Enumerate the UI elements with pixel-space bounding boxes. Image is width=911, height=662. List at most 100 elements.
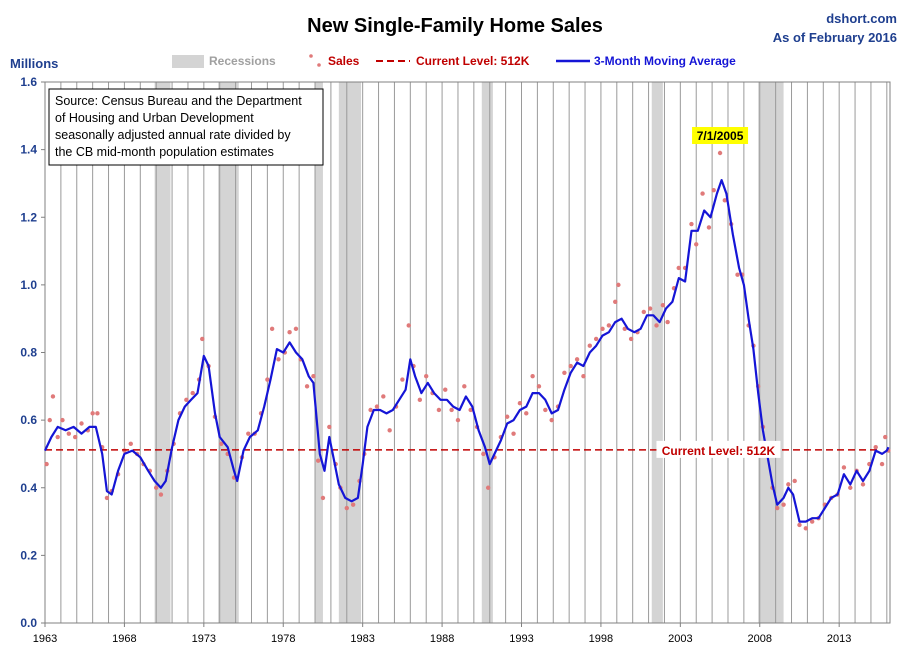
sales-point bbox=[660, 302, 666, 308]
x-tick-label: 1983 bbox=[350, 633, 374, 645]
sales-point bbox=[536, 384, 542, 389]
x-tick-label: 1973 bbox=[192, 633, 216, 645]
recession-band bbox=[315, 82, 323, 623]
sales-point bbox=[700, 191, 705, 196]
sales-point bbox=[60, 417, 65, 423]
y-tick-label: 1.6 bbox=[20, 75, 37, 89]
sales-point bbox=[694, 242, 699, 247]
recession-band bbox=[651, 82, 663, 623]
sales-point bbox=[55, 434, 60, 440]
peak-label-highlight bbox=[692, 127, 749, 145]
x-tick-label: 2008 bbox=[748, 633, 772, 645]
y-tick-label: 0.2 bbox=[20, 548, 37, 562]
chart-title: New Single-Family Home Sales bbox=[307, 15, 603, 37]
sales-point bbox=[647, 306, 653, 311]
sales-point bbox=[860, 482, 866, 487]
sales-point bbox=[95, 411, 100, 416]
x-tick-label: 2013 bbox=[827, 633, 851, 645]
sales-point bbox=[797, 522, 802, 528]
recession-band bbox=[481, 82, 493, 623]
y-axis-ticks: 0.0 0.2 0.4 0.6 0.8 1.0 1.2 1.4 1.6 bbox=[20, 75, 45, 630]
sales-point bbox=[287, 330, 292, 335]
legend-sales-label: Sales bbox=[328, 54, 360, 68]
x-tick-label: 1963 bbox=[33, 633, 57, 645]
sales-point bbox=[400, 377, 405, 382]
x-tick-label: 1993 bbox=[509, 633, 533, 645]
sales-point bbox=[485, 485, 491, 490]
sales-point bbox=[436, 407, 442, 413]
grid-lines bbox=[60, 82, 888, 623]
source-note-line-4: the CB mid-month population estimates bbox=[55, 145, 274, 159]
x-tick-label: 1998 bbox=[589, 633, 613, 645]
sales-point bbox=[79, 421, 84, 426]
sales-point bbox=[44, 461, 49, 467]
sales-point bbox=[200, 336, 205, 342]
sales-point bbox=[327, 424, 332, 430]
sales-point bbox=[622, 326, 627, 332]
current-level-label-bg bbox=[656, 440, 781, 458]
sales-point bbox=[809, 519, 815, 524]
y-axis-label: Millions bbox=[10, 56, 58, 71]
sales-point bbox=[104, 495, 110, 501]
sales-point bbox=[735, 272, 740, 277]
sales-point bbox=[158, 492, 164, 497]
source-note-box bbox=[48, 88, 324, 166]
sales-point bbox=[246, 431, 251, 436]
sales-point bbox=[443, 387, 448, 392]
sales-point bbox=[276, 357, 281, 362]
x-axis-ticks: 1963 1968 1973 1978 1983 1988 1993 1998 2003 2008… bbox=[33, 623, 851, 645]
sales-point bbox=[190, 390, 195, 396]
legend-sales-dot-1 bbox=[309, 54, 313, 58]
y-tick-label: 0.6 bbox=[20, 413, 37, 427]
sales-point bbox=[293, 326, 299, 332]
moving-average-line bbox=[44, 179, 890, 523]
x-tick-label: 2003 bbox=[668, 633, 692, 645]
source-note-line-2: of Housing and Urban Development bbox=[55, 111, 254, 125]
sales-point bbox=[593, 336, 599, 342]
sales-series bbox=[44, 150, 891, 531]
sales-point bbox=[265, 377, 270, 382]
sales-point bbox=[628, 336, 634, 342]
sales-point bbox=[706, 225, 712, 230]
sales-point bbox=[517, 401, 523, 406]
sales-point bbox=[406, 323, 411, 328]
y-tick-label: 0.4 bbox=[20, 481, 37, 495]
y-tick-label: 1.2 bbox=[20, 210, 37, 224]
legend-recession-swatch bbox=[172, 55, 204, 68]
sales-point bbox=[587, 343, 593, 348]
sales-point bbox=[50, 394, 56, 399]
sales-point bbox=[184, 397, 189, 403]
sales-point bbox=[311, 373, 316, 379]
sales-point bbox=[665, 319, 670, 325]
recession-band bbox=[218, 82, 239, 623]
sales-point bbox=[462, 384, 467, 389]
sales-point bbox=[47, 417, 52, 423]
sales-point bbox=[717, 150, 723, 156]
sales-point bbox=[66, 431, 72, 436]
sales-point bbox=[269, 326, 275, 332]
sales-point bbox=[841, 465, 847, 470]
sales-point bbox=[315, 458, 321, 463]
sales-point bbox=[530, 373, 535, 379]
sales-point bbox=[449, 407, 454, 413]
sales-point bbox=[320, 495, 326, 501]
y-tick-label: 1.4 bbox=[20, 143, 37, 157]
legend-current-level-label: Current Level: 512K bbox=[416, 54, 530, 68]
sales-point bbox=[387, 428, 392, 433]
recession-band bbox=[154, 82, 171, 623]
legend-sales-dot-2 bbox=[317, 63, 321, 67]
sales-point bbox=[344, 505, 349, 511]
source-note: Source: Census Bureau and the Department… bbox=[48, 88, 324, 166]
peak-date-label: 7/1/2005 bbox=[697, 129, 744, 143]
sales-point bbox=[606, 323, 612, 328]
sales-point bbox=[374, 404, 380, 409]
recession-bands bbox=[154, 82, 784, 623]
sales-point bbox=[549, 417, 554, 423]
x-tick-label: 1978 bbox=[271, 633, 295, 645]
sales-point bbox=[368, 407, 373, 413]
legend-moving-average-label: 3-Month Moving Average bbox=[594, 54, 736, 68]
sales-point bbox=[153, 485, 159, 490]
sales-point bbox=[417, 397, 423, 403]
sales-point bbox=[481, 451, 486, 457]
sales-point bbox=[424, 373, 429, 379]
